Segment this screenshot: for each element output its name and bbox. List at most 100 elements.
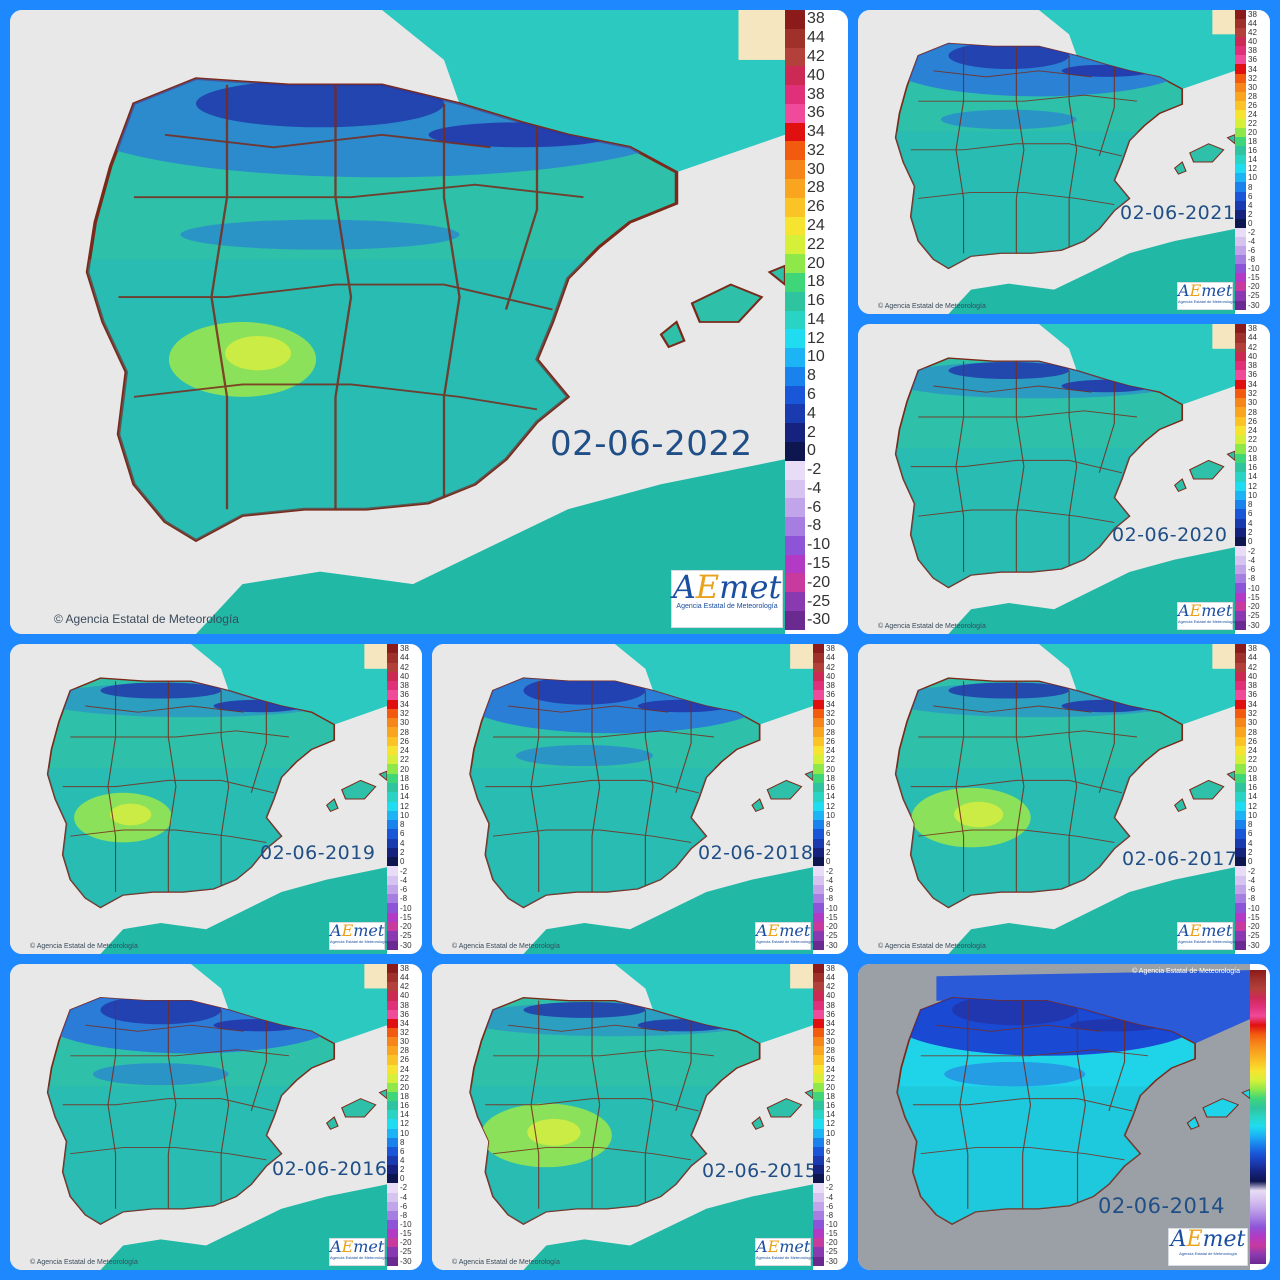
legend-entry: -10 xyxy=(813,903,848,913)
legend-entry: 24 xyxy=(387,745,422,756)
province-border xyxy=(933,70,1092,78)
legend-swatch xyxy=(785,122,805,142)
balearic-island xyxy=(1173,798,1187,813)
legend-label: 38 xyxy=(1248,681,1257,691)
legend-swatch xyxy=(813,1082,824,1092)
legend-swatch xyxy=(813,1155,824,1166)
legend-swatch xyxy=(387,847,398,858)
legend-swatch xyxy=(387,810,398,821)
province-border xyxy=(1098,64,1115,157)
province-border xyxy=(220,1009,230,1203)
legend-swatch xyxy=(813,662,824,672)
central-cold xyxy=(940,109,1077,130)
copyright-text: © Agencia Estatal de Meteorología xyxy=(452,1259,560,1266)
legend-label: -4 xyxy=(1248,875,1256,885)
legend-swatch xyxy=(813,1174,824,1184)
legend-label: 4 xyxy=(1248,838,1253,848)
legend-entry: 20 xyxy=(1235,444,1270,454)
legend-entry: -20 xyxy=(1235,282,1270,292)
legend-swatch xyxy=(1235,810,1246,821)
legend-entry: 26 xyxy=(387,736,422,746)
legend-label: -20 xyxy=(826,1238,838,1248)
cold-core xyxy=(952,997,1078,1026)
map-panel-2014: 02-06-2014 © Agencia Estatal de Meteorol… xyxy=(858,964,1270,1270)
legend-swatch xyxy=(813,1192,824,1202)
legend-label: 8 xyxy=(400,1137,405,1147)
balearic-island xyxy=(690,283,764,323)
legend-swatch xyxy=(813,964,824,974)
legend-label: -10 xyxy=(826,1220,838,1229)
legend-label: 30 xyxy=(1248,82,1257,92)
corner-region xyxy=(364,964,387,989)
province-border xyxy=(918,94,1138,102)
legend-entry: 42 xyxy=(785,47,848,67)
legend-label: -10 xyxy=(826,903,838,913)
legend-entry: 40 xyxy=(785,66,848,86)
legend-entry: 28 xyxy=(785,179,848,198)
legend-entry: 30 xyxy=(785,160,848,180)
legend-swatch xyxy=(1235,300,1246,310)
legend-swatch xyxy=(785,385,805,405)
legend-label: 22 xyxy=(1248,755,1257,765)
legend-label: 2 xyxy=(1248,209,1253,219)
legend-entry: 38 xyxy=(1235,681,1270,691)
legend-entry: 4 xyxy=(387,838,422,848)
aemet-logo: AEmet Agencia Estatal de Meteorología xyxy=(1168,1228,1248,1266)
legend-swatch xyxy=(813,1073,824,1083)
legend-label: 14 xyxy=(1248,472,1257,482)
legend-entry: 14 xyxy=(785,310,848,330)
legend-swatch xyxy=(387,820,398,830)
legend-swatch xyxy=(813,1183,824,1193)
legend-swatch xyxy=(387,671,398,682)
province-border xyxy=(918,410,1138,418)
legend-label: -10 xyxy=(1248,903,1260,913)
legend-swatch xyxy=(813,1229,824,1239)
legend-entry: 38 xyxy=(387,964,422,974)
legend-swatch xyxy=(1235,398,1246,408)
legend-entry: 22 xyxy=(785,235,848,255)
legend-swatch xyxy=(387,838,398,848)
province-border xyxy=(70,1049,290,1057)
legend-entry: 20 xyxy=(785,254,848,273)
legend-label: 26 xyxy=(807,198,825,216)
legend-label: 10 xyxy=(400,1128,409,1138)
legend-swatch xyxy=(1235,73,1246,83)
legend-swatch xyxy=(785,460,805,480)
legend-label: 14 xyxy=(1248,792,1257,802)
legend-entry: -30 xyxy=(387,940,422,950)
temperature-map xyxy=(858,324,1235,634)
legend-label: -25 xyxy=(400,1247,412,1257)
date-label: 02-06-2020 xyxy=(1112,524,1228,546)
legend-swatch xyxy=(785,179,805,198)
province-border xyxy=(167,681,177,892)
legend-label: -2 xyxy=(400,866,408,876)
legend-entry: 0 xyxy=(1235,537,1270,547)
legend-label: 28 xyxy=(400,1046,409,1056)
legend-swatch xyxy=(1235,109,1246,119)
legend-entry: -8 xyxy=(813,894,848,904)
province-border xyxy=(920,1049,1149,1057)
legend-label: 28 xyxy=(400,727,409,737)
legend-swatch xyxy=(387,708,398,719)
legend-swatch xyxy=(813,1128,824,1138)
legend-swatch xyxy=(1235,333,1246,343)
legend-label: -25 xyxy=(826,931,838,941)
legend-label: -25 xyxy=(400,931,412,941)
france-region xyxy=(614,964,813,1044)
legend-entry: -25 xyxy=(387,1247,422,1257)
legend-entry: 26 xyxy=(1235,736,1270,746)
legend-label: -30 xyxy=(826,1256,838,1266)
legend-swatch xyxy=(1235,453,1246,463)
legend-label: 24 xyxy=(807,216,825,234)
legend-entry: -20 xyxy=(813,1238,848,1248)
map-panel-2015: 02-06-2015 38 44 42 40 38 36 34 32 30 28 26 24 22 20 1… xyxy=(432,964,848,1270)
legend-label: 0 xyxy=(400,857,405,867)
legend-entry: 34 xyxy=(387,1018,422,1028)
legend-swatch xyxy=(387,931,398,941)
legend-entry: 22 xyxy=(813,1073,848,1083)
legend-label: 26 xyxy=(400,736,409,746)
legend-swatch xyxy=(387,1238,398,1248)
legend-entry: 44 xyxy=(813,973,848,983)
legend-swatch xyxy=(813,708,824,719)
legend-label: -2 xyxy=(807,461,822,479)
